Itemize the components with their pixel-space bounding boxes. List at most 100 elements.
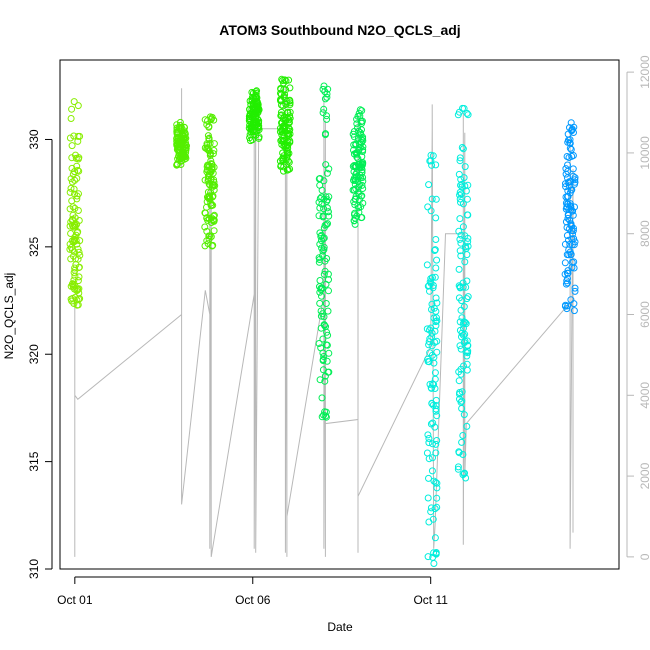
data-point <box>567 146 575 153</box>
data-point <box>173 140 181 148</box>
data-point <box>279 123 287 131</box>
data-point <box>207 202 215 210</box>
data-point <box>423 325 431 333</box>
data-point <box>565 136 572 144</box>
data-point <box>460 105 468 112</box>
data-point <box>323 255 331 262</box>
data-point <box>427 384 435 392</box>
x-tick-label: Oct 11 <box>413 593 448 607</box>
data-point <box>423 261 431 269</box>
data-point <box>323 93 331 101</box>
data-point <box>210 217 218 224</box>
data-point <box>204 240 212 248</box>
data-point <box>320 224 328 232</box>
data-point <box>463 366 471 374</box>
data-point <box>455 170 463 178</box>
data-point <box>324 307 332 315</box>
data-point <box>316 299 324 307</box>
x-tick-label: Oct 06 <box>235 593 271 607</box>
data-point <box>325 276 332 284</box>
data-point <box>429 440 436 448</box>
data-point <box>71 168 79 176</box>
data-point <box>457 181 464 189</box>
data-point <box>315 212 323 220</box>
y-tick-label: 315 <box>27 451 41 471</box>
data-point <box>431 369 439 377</box>
data-point <box>571 287 579 295</box>
data-point <box>459 279 467 287</box>
data-point <box>428 306 435 313</box>
data-point <box>318 186 326 194</box>
data-point <box>359 146 367 154</box>
data-point <box>457 345 465 353</box>
data-point <box>75 167 83 175</box>
data-point <box>210 147 218 154</box>
data-point <box>66 134 74 142</box>
data-point <box>457 198 464 206</box>
data-point <box>68 142 76 150</box>
data-point <box>357 131 365 138</box>
data-point <box>425 435 433 442</box>
y2-tick-label: 6000 <box>638 301 650 328</box>
data-point <box>70 98 78 106</box>
data-point <box>455 294 463 302</box>
data-point <box>174 128 182 136</box>
data-point <box>357 159 365 167</box>
data-point <box>67 184 75 192</box>
data-point <box>285 149 293 157</box>
data-point <box>562 183 570 191</box>
data-point <box>179 152 186 160</box>
data-point <box>457 370 465 378</box>
data-point <box>67 244 75 251</box>
data-point <box>70 185 78 193</box>
data-point <box>460 470 468 478</box>
data-point <box>75 273 83 281</box>
data-point <box>564 161 571 169</box>
y2-tick-label: 10000 <box>638 136 650 170</box>
data-point <box>430 359 438 367</box>
data-point <box>456 390 463 398</box>
data-point <box>567 251 575 259</box>
data-point <box>201 209 209 217</box>
data-point <box>432 195 440 203</box>
data-point <box>432 236 440 243</box>
data-point <box>324 331 332 339</box>
data-point <box>317 307 325 315</box>
data-point <box>454 463 462 471</box>
data-point <box>253 94 261 102</box>
data-point <box>180 127 188 135</box>
data-point <box>458 314 466 322</box>
data-point <box>457 190 465 198</box>
data-point <box>320 270 328 278</box>
data-point <box>351 209 359 217</box>
data-point <box>209 241 217 249</box>
data-point <box>278 75 286 83</box>
data-point <box>458 397 466 405</box>
data-point <box>458 180 466 188</box>
data-point <box>568 207 576 215</box>
data-point <box>458 405 466 412</box>
y-tick-label: 320 <box>27 344 41 364</box>
data-point <box>462 320 470 328</box>
data-point <box>425 338 433 346</box>
data-point <box>282 156 290 164</box>
data-point <box>352 192 360 200</box>
data-point <box>432 478 440 486</box>
data-point <box>323 169 331 177</box>
y2-tick-label: 4000 <box>638 382 650 409</box>
data-point <box>205 194 213 202</box>
data-point <box>352 163 360 170</box>
data-point <box>71 204 79 212</box>
data-point <box>564 302 572 310</box>
data-point <box>432 449 440 457</box>
data-point <box>428 300 436 308</box>
data-point <box>203 227 211 235</box>
data-point <box>429 553 437 561</box>
data-point <box>571 178 579 186</box>
y2-tick-label: 2000 <box>638 462 650 489</box>
y-tick-label: 310 <box>27 559 41 579</box>
data-point <box>72 255 79 263</box>
data-point <box>459 145 467 153</box>
data-point <box>317 233 325 240</box>
data-point <box>246 118 254 126</box>
